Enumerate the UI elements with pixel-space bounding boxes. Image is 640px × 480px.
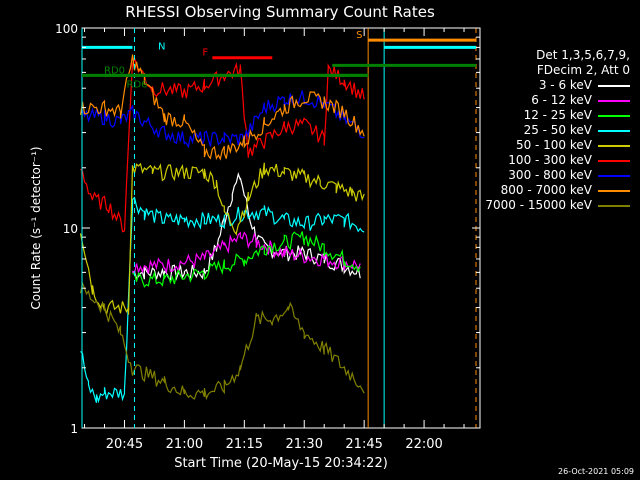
chart-title: RHESSI Observing Summary Count Rates	[125, 3, 435, 21]
legend-swatch	[598, 115, 630, 117]
legend-label: 100 - 300 keV	[508, 153, 592, 167]
legend-entry-6-12-kev: 6 - 12 keV	[460, 93, 630, 108]
series-line-6-12-kev	[132, 231, 361, 276]
legend-label: 800 - 7000 keV	[500, 183, 592, 197]
legend-swatch	[598, 85, 630, 87]
series-line-3-6-kev	[132, 171, 361, 282]
y-tick-label-10: 10	[63, 222, 78, 236]
detector-line-2: FDecim 2, Att 0	[536, 63, 630, 77]
flag-label-f: F	[202, 48, 208, 59]
legend-label: 25 - 50 keV	[523, 123, 592, 137]
legend-entry-12-25-kev: 12 - 25 keV	[460, 108, 630, 123]
axes: 1 10 100 20:45 21:00 21:15 21:30 21:45 22:00	[55, 22, 480, 452]
series-line-100-300-kev	[80, 57, 365, 233]
legend-swatch	[598, 100, 630, 102]
legend-entry-100-300-kev: 100 - 300 keV	[460, 153, 630, 168]
flag-label-s: S	[356, 30, 362, 41]
series-line-25-50-kev	[80, 196, 365, 404]
legend-label: 3 - 6 keV	[538, 78, 592, 92]
y-tick-label-100: 100	[55, 22, 78, 36]
y-tick-label-1: 1	[70, 422, 78, 436]
legend-label: 6 - 12 keV	[531, 93, 592, 107]
legend-entry-800-7000-kev: 800 - 7000 keV	[460, 183, 630, 198]
series-line-300-800-kev	[80, 90, 365, 149]
legend: 3 - 6 keV 6 - 12 keV 12 - 25 keV 25 - 50 ke…	[460, 78, 630, 213]
legend-panel: Det 1,3,5,6,7,9, FDecim 2, Att 0 3 - 6 k…	[460, 48, 630, 213]
x-axis-label: Start Time (20-May-15 20:34:22)	[174, 456, 388, 471]
series-line-50-100-kev	[79, 162, 365, 317]
detector-line-1: Det 1,3,5,6,7,9,	[536, 48, 630, 62]
legend-label: 50 - 100 keV	[515, 138, 592, 152]
generation-timestamp: 26-Oct-2021 05:09	[558, 467, 634, 476]
legend-swatch	[598, 145, 630, 147]
x-tick-label-22-00: 22:00	[405, 437, 442, 452]
legend-label: 12 - 25 keV	[523, 108, 592, 122]
x-tick-label-21-30: 21:30	[286, 437, 323, 452]
x-tick-label-21-15: 21:15	[226, 437, 263, 452]
legend-entry-3-6-kev: 3 - 6 keV	[460, 78, 630, 93]
x-tick-label-20-45: 20:45	[106, 437, 143, 452]
x-tick-label-21-00: 21:00	[166, 437, 203, 452]
legend-swatch	[598, 160, 630, 162]
legend-entry-50-100-kev: 50 - 100 keV	[460, 138, 630, 153]
legend-entry-7000-15000-kev: 7000 - 15000 keV	[460, 198, 630, 213]
flag-label-rd0: RD0	[104, 65, 125, 76]
legend-label: 7000 - 15000 keV	[485, 198, 592, 212]
flag-label-rd6: RD6	[127, 79, 148, 90]
legend-entry-300-800-kev: 300 - 800 keV	[460, 168, 630, 183]
legend-swatch	[598, 175, 630, 177]
legend-swatch	[598, 130, 630, 132]
series-line-7000-15000-kev	[79, 281, 365, 401]
x-tick-label-21-45: 21:45	[345, 437, 382, 452]
legend-label: 300 - 800 keV	[508, 168, 592, 182]
legend-entry-25-50-kev: 25 - 50 keV	[460, 123, 630, 138]
y-axis-label: Count Rate (s⁻¹ detector⁻¹)	[29, 146, 43, 309]
legend-swatch	[598, 205, 630, 207]
series-line-12-25-kev	[132, 231, 361, 288]
legend-swatch	[598, 190, 630, 192]
flag-label-n: N	[158, 41, 165, 52]
